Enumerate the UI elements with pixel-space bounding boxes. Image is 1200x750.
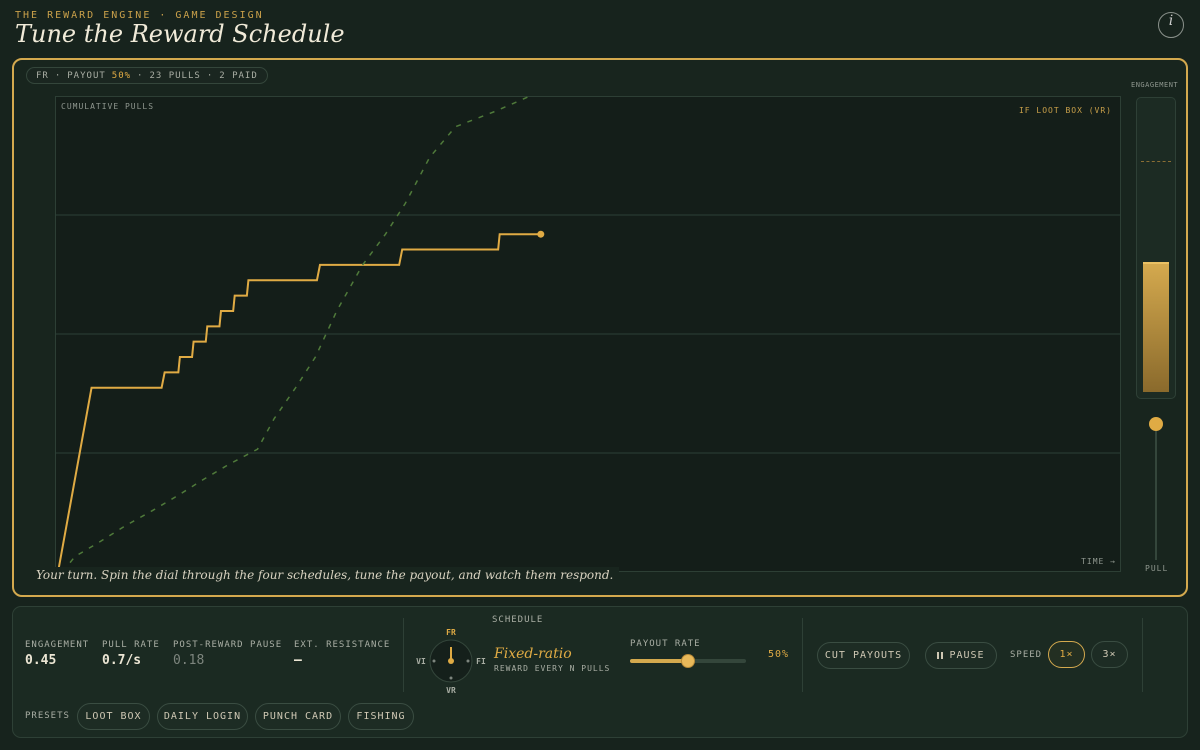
stat-value: 0.18 [173, 653, 205, 668]
dial-dot [432, 659, 436, 663]
status-item: 2 PAID [219, 70, 258, 81]
schedule-label: SCHEDULE [492, 615, 544, 625]
pause-icon [941, 652, 944, 659]
separator: · [54, 70, 62, 81]
caption: Your turn. Spin the dial through the fou… [30, 567, 620, 583]
stat-value: 0.7/s [102, 653, 142, 668]
stat-label: PULL RATE [102, 640, 160, 650]
dial-label: VR [446, 686, 456, 695]
schedule-description: REWARD EVERY N PULLS [494, 664, 611, 673]
chart [55, 95, 1121, 573]
separator: · [206, 70, 214, 81]
meter-label: ENGAGEMENT [1131, 81, 1179, 89]
pause-button[interactable]: PAUSE [925, 642, 997, 669]
preset-button[interactable]: DAILY LOGIN [157, 703, 248, 730]
pause-icon [937, 652, 940, 659]
separator: · [137, 70, 144, 81]
pause-label: PAUSE [949, 650, 985, 661]
divider [1142, 618, 1143, 692]
preset-button[interactable]: PUNCH CARD [255, 703, 341, 730]
pull-knob[interactable] [1149, 417, 1163, 431]
speed-button[interactable]: 1× [1048, 641, 1085, 668]
divider [403, 618, 404, 692]
status-item: FR [36, 70, 49, 81]
slider-fill [630, 659, 688, 663]
pull-label: PULL [1145, 564, 1169, 573]
x-axis-label: TIME → [1081, 557, 1116, 566]
stat-value: — [294, 653, 302, 668]
endpoint [537, 230, 545, 238]
meter-fill [1143, 262, 1169, 392]
preset-button[interactable]: FISHING [348, 703, 414, 730]
status-item: PAYOUT [67, 70, 106, 81]
status-pill: FR · PAYOUT 50% · 23 PULLS · 2 PAID [26, 67, 268, 84]
speed-label: SPEED [1010, 650, 1043, 660]
payout-label: PAYOUT RATE [630, 639, 701, 649]
payout-slider[interactable] [630, 654, 746, 668]
title: Tune the Reward Schedule [15, 20, 345, 48]
status-item: 23 PULLS [149, 70, 201, 81]
info-button[interactable]: i [1158, 12, 1184, 38]
dial-label: VI [416, 657, 426, 666]
y-axis-label: CUMULATIVE PULLS [61, 102, 155, 111]
dial-dot [466, 659, 470, 663]
dial-label: FI [476, 657, 486, 666]
meter-threshold [1141, 160, 1171, 162]
cumulative-line [57, 233, 541, 573]
stat-label: POST-REWARD PAUSE [173, 640, 283, 650]
dial-center [448, 658, 454, 664]
divider [802, 618, 803, 692]
dial-label: FR [446, 628, 456, 637]
status-item: 50% [111, 70, 132, 81]
pull-track [1155, 424, 1157, 560]
stat-label: ENGAGEMENT [25, 640, 90, 650]
schedule-name: Fixed-ratio [494, 646, 572, 662]
slider-knob[interactable] [681, 654, 695, 668]
series-label: IF LOOT BOX (VR) [1018, 106, 1112, 115]
cut-payouts-button[interactable]: CUT PAYOUTS [817, 642, 910, 669]
speed-button[interactable]: 3× [1091, 641, 1128, 668]
stat-label: EXT. RESISTANCE [294, 640, 391, 650]
dial-dot [449, 676, 453, 680]
kicker: THE REWARD ENGINE · GAME DESIGN [15, 10, 264, 21]
stat-value: 0.45 [25, 653, 57, 668]
preset-button[interactable]: LOOT BOX [77, 703, 150, 730]
schedule-dial[interactable]: FR FI VR VI [411, 625, 491, 697]
engagement-meter [1136, 97, 1176, 399]
payout-value: 50% [768, 649, 790, 660]
presets-label: PRESETS [25, 711, 70, 721]
